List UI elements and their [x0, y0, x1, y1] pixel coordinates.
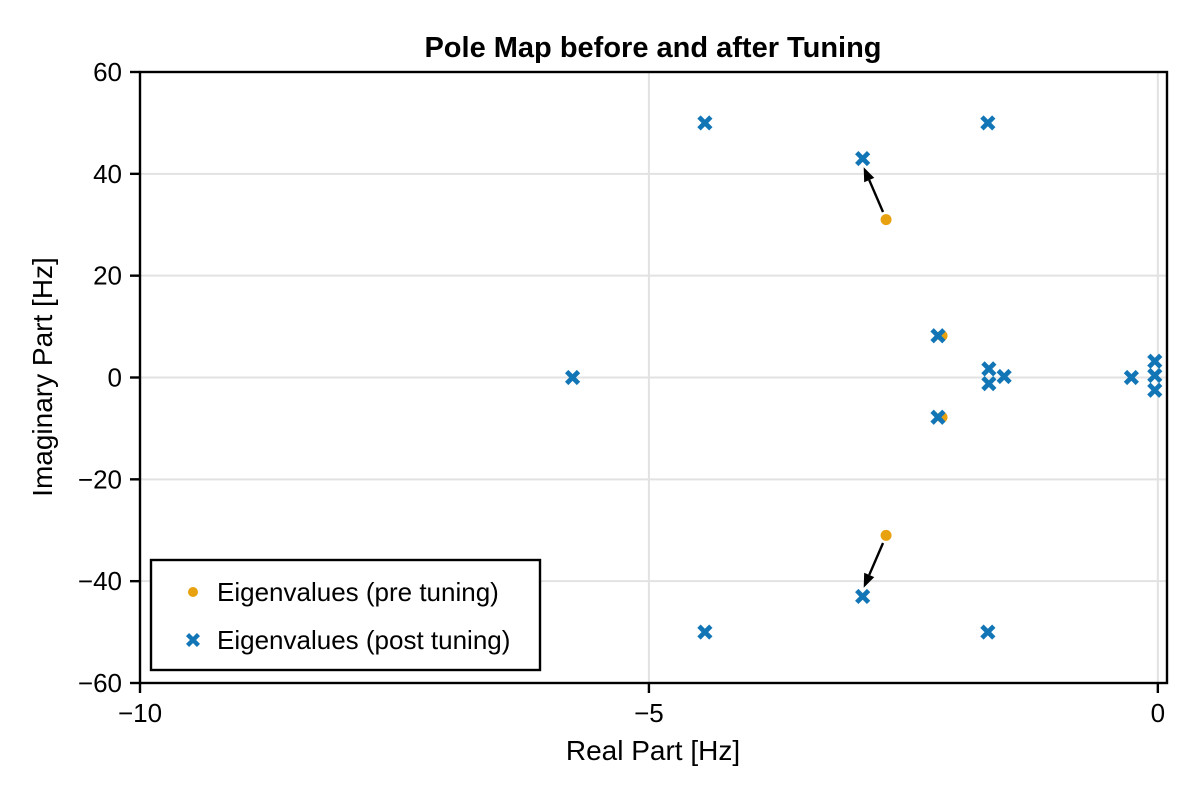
legend-box — [149, 558, 542, 672]
x-tick-label: 0 — [1151, 698, 1165, 728]
legend-label-post: Eigenvalues (post tuning) — [217, 625, 510, 655]
data-point-post-tuning — [855, 150, 871, 167]
x-axis-label: Real Part [Hz] — [566, 735, 740, 766]
y-tick-label: 60 — [93, 57, 122, 87]
arrow-head-icon — [863, 167, 875, 183]
data-point-post-tuning — [930, 328, 946, 344]
data-point-post-tuning — [980, 624, 996, 640]
data-point-post-tuning — [564, 369, 581, 386]
ticks-layer: −10 −5 0 60 40 20 0 −20 −40 −60 — [78, 57, 1165, 728]
legend: Eigenvalues (pre tuning) Eigenvalues (po… — [149, 558, 542, 672]
pre-tuning-legend-marker-icon — [188, 587, 198, 597]
data-point-post-tuning — [855, 588, 871, 605]
data-point-post-tuning — [1123, 369, 1139, 386]
data-point-post-tuning — [981, 361, 997, 377]
y-tick-label: −40 — [78, 566, 122, 596]
tuning-shift-arrow — [868, 179, 885, 213]
x-tick-label: −10 — [118, 698, 162, 728]
y-tick-label: 20 — [93, 261, 122, 291]
arrow-head-icon — [863, 572, 875, 588]
y-axis-label: Imaginary Part [Hz] — [27, 257, 58, 497]
data-point-pre-tuning — [880, 529, 892, 541]
y-tick-label: −20 — [78, 464, 122, 494]
data-point-post-tuning — [1147, 353, 1163, 369]
chart-title: Pole Map before and after Tuning — [424, 32, 881, 64]
post-tuning-legend-marker-icon — [186, 633, 200, 647]
legend-label-pre: Eigenvalues (pre tuning) — [217, 577, 499, 607]
data-point-post-tuning — [1147, 382, 1163, 398]
data-point-post-tuning — [980, 115, 996, 131]
data-point-post-tuning — [1147, 367, 1163, 384]
annotations-layer — [863, 167, 885, 588]
x-tick-label: −5 — [634, 698, 664, 728]
data-point-post-tuning — [697, 115, 713, 131]
data-point-post-tuning — [697, 624, 713, 640]
data-point-post-tuning — [930, 409, 946, 425]
y-tick-label: 40 — [93, 159, 122, 189]
data-point-pre-tuning — [880, 214, 892, 226]
y-tick-label: −60 — [78, 668, 122, 698]
data-point-post-tuning — [996, 368, 1012, 385]
tuning-shift-arrow — [868, 542, 885, 576]
data-point-post-tuning — [981, 376, 997, 392]
data-points-layer — [564, 115, 1163, 640]
y-tick-label: 0 — [108, 363, 122, 393]
